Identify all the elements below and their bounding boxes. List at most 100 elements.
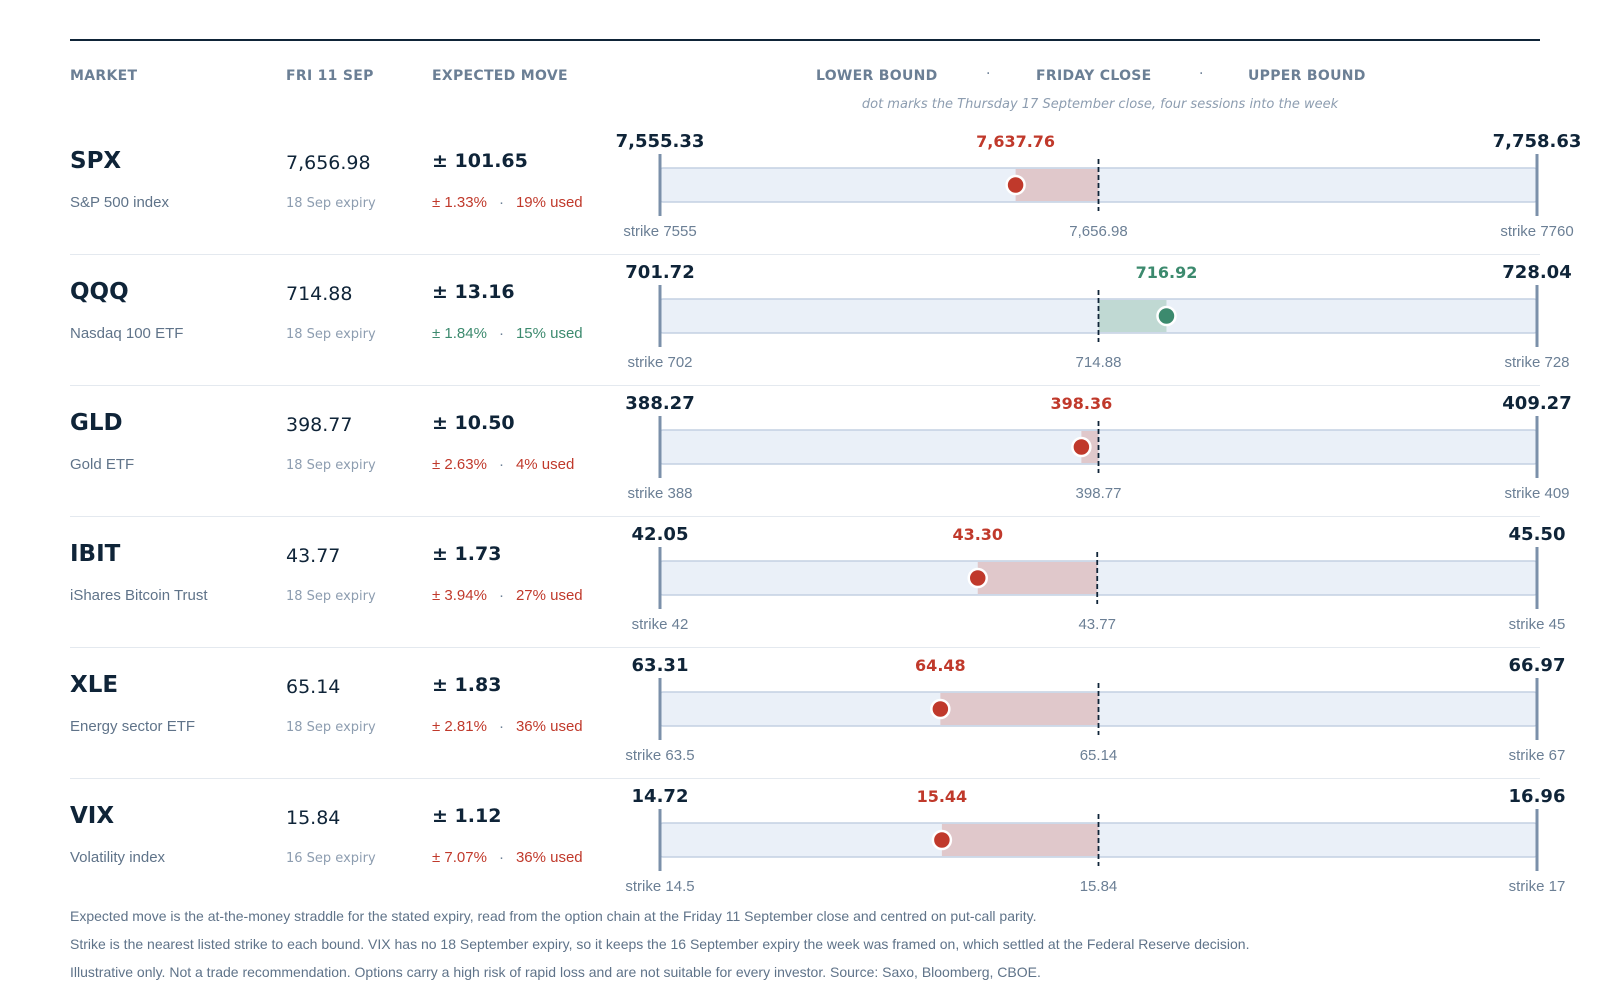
thursday-close-label: 43.30 bbox=[952, 525, 1003, 544]
move-used: 4% used bbox=[515, 456, 575, 473]
expected-move-value: ± 10.50 bbox=[432, 412, 515, 434]
upper-bound-label: 409.27 bbox=[1502, 393, 1571, 414]
row-divider bbox=[70, 516, 1540, 517]
friday-close-value: 7,656.98 bbox=[286, 152, 371, 174]
expiry-label: 18 Sep expiry bbox=[286, 458, 376, 473]
expected-move-value: ± 1.73 bbox=[432, 543, 502, 565]
lower-strike-label: strike 388 bbox=[627, 485, 692, 502]
ticker: VIX bbox=[70, 803, 115, 829]
expected-move-value: ± 1.12 bbox=[432, 805, 502, 827]
friday-close-value: 65.14 bbox=[286, 676, 341, 698]
thursday-close-label: 398.36 bbox=[1051, 394, 1113, 413]
lower-bound-label: 42.05 bbox=[632, 524, 689, 545]
move-detail: ± 1.84% · 15% used bbox=[432, 325, 583, 342]
move-detail: ± 1.33% · 19% used bbox=[432, 194, 583, 211]
thursday-close-dot bbox=[967, 567, 989, 589]
header-lower-bound: LOWER BOUND bbox=[816, 68, 938, 84]
table-row: SPX S&P 500 index 7,656.98 18 Sep expiry ± 1… bbox=[0, 124, 1600, 255]
upper-strike-label: strike 45 bbox=[1509, 616, 1566, 633]
move-band bbox=[1015, 169, 1099, 201]
market-name: Volatility index bbox=[70, 849, 166, 866]
table-row: IBIT iShares Bitcoin Trust 43.77 18 Sep exp… bbox=[0, 517, 1600, 648]
friday-close-label: 7,656.98 bbox=[1069, 223, 1127, 240]
friday-close-label: 15.84 bbox=[1080, 878, 1118, 895]
friday-close-value: 15.84 bbox=[286, 807, 341, 829]
market-name: Gold ETF bbox=[70, 456, 135, 473]
upper-bound-label: 7,758.63 bbox=[1493, 131, 1582, 152]
lower-strike-label: strike 702 bbox=[627, 354, 692, 371]
thursday-close-label: 7,637.76 bbox=[976, 132, 1055, 151]
upper-bound-label: 66.97 bbox=[1509, 655, 1566, 676]
move-used: 36% used bbox=[515, 849, 583, 866]
upper-bound-label: 16.96 bbox=[1509, 786, 1566, 807]
move-detail: ± 2.81% · 36% used bbox=[432, 718, 583, 735]
market-name: S&P 500 index bbox=[70, 194, 169, 211]
friday-close-label: 398.77 bbox=[1076, 485, 1122, 502]
expected-move-value: ± 101.65 bbox=[432, 150, 528, 172]
expiry-label: 18 Sep expiry bbox=[286, 720, 376, 735]
separator: · bbox=[498, 587, 504, 604]
thursday-close-dot bbox=[1071, 436, 1092, 458]
header-separator: · bbox=[1199, 66, 1204, 82]
move-percent: ± 1.33% bbox=[432, 194, 487, 211]
row-divider bbox=[70, 778, 1540, 779]
header-expected-move: EXPECTED MOVE bbox=[432, 68, 568, 84]
expiry-label: 18 Sep expiry bbox=[286, 589, 376, 604]
separator: · bbox=[498, 325, 504, 342]
lower-strike-label: strike 7555 bbox=[623, 223, 696, 240]
header-friday-close: FRIDAY CLOSE bbox=[1036, 68, 1152, 84]
header-date: FRI 11 SEP bbox=[286, 68, 374, 84]
move-used: 27% used bbox=[515, 587, 583, 604]
friday-close-label: 714.88 bbox=[1076, 354, 1122, 371]
thursday-close-dot bbox=[930, 698, 951, 720]
move-percent: ± 1.84% bbox=[432, 325, 487, 342]
separator: · bbox=[498, 456, 504, 473]
lower-strike-label: strike 14.5 bbox=[625, 878, 694, 895]
thursday-close-label: 716.92 bbox=[1136, 263, 1198, 282]
ticker: XLE bbox=[70, 672, 119, 698]
move-detail: ± 7.07% · 36% used bbox=[432, 849, 583, 866]
move-percent: ± 2.63% bbox=[432, 456, 487, 473]
upper-strike-label: strike 17 bbox=[1509, 878, 1566, 895]
header-market: MARKET bbox=[70, 68, 138, 84]
lower-bound-label: 701.72 bbox=[625, 262, 694, 283]
thursday-close-dot bbox=[931, 829, 953, 851]
expiry-label: 18 Sep expiry bbox=[286, 196, 376, 211]
friday-close-value: 714.88 bbox=[286, 283, 353, 305]
ticker: GLD bbox=[70, 410, 123, 436]
table-row: XLE Energy sector ETF 65.14 18 Sep expiry ± … bbox=[0, 648, 1600, 779]
friday-close-value: 398.77 bbox=[286, 414, 353, 436]
range-track bbox=[659, 560, 1538, 596]
expiry-label: 16 Sep expiry bbox=[286, 851, 376, 866]
separator: · bbox=[498, 194, 504, 211]
market-name: Energy sector ETF bbox=[70, 718, 196, 735]
move-percent: ± 7.07% bbox=[432, 849, 487, 866]
move-band bbox=[941, 824, 1099, 856]
expiry-label: 18 Sep expiry bbox=[286, 327, 376, 342]
row-divider bbox=[70, 385, 1540, 386]
row-divider bbox=[70, 254, 1540, 255]
thursday-close-dot bbox=[1156, 305, 1177, 327]
ticker: QQQ bbox=[70, 279, 129, 305]
lower-strike-label: strike 63.5 bbox=[625, 747, 694, 764]
separator: · bbox=[498, 849, 504, 866]
row-divider bbox=[70, 647, 1540, 648]
lower-bound-label: 7,555.33 bbox=[616, 131, 705, 152]
expected-move-value: ± 13.16 bbox=[432, 281, 515, 303]
ticker: IBIT bbox=[70, 541, 121, 567]
market-name: Nasdaq 100 ETF bbox=[70, 325, 184, 342]
friday-close-value: 43.77 bbox=[286, 545, 341, 567]
move-detail: ± 2.63% · 4% used bbox=[432, 456, 574, 473]
market-name: iShares Bitcoin Trust bbox=[70, 587, 208, 604]
upper-bound-label: 45.50 bbox=[1509, 524, 1566, 545]
move-band bbox=[977, 562, 1098, 594]
ticker: SPX bbox=[70, 148, 122, 174]
move-percent: ± 3.94% bbox=[432, 587, 487, 604]
expected-move-value: ± 1.83 bbox=[432, 674, 502, 696]
separator: · bbox=[498, 718, 504, 735]
upper-bound-label: 728.04 bbox=[1502, 262, 1571, 283]
footnote: Expected move is the at-the-money stradd… bbox=[70, 908, 1037, 924]
table-row: VIX Volatility index 15.84 16 Sep expiry ± 1… bbox=[0, 779, 1600, 910]
move-used: 15% used bbox=[515, 325, 583, 342]
